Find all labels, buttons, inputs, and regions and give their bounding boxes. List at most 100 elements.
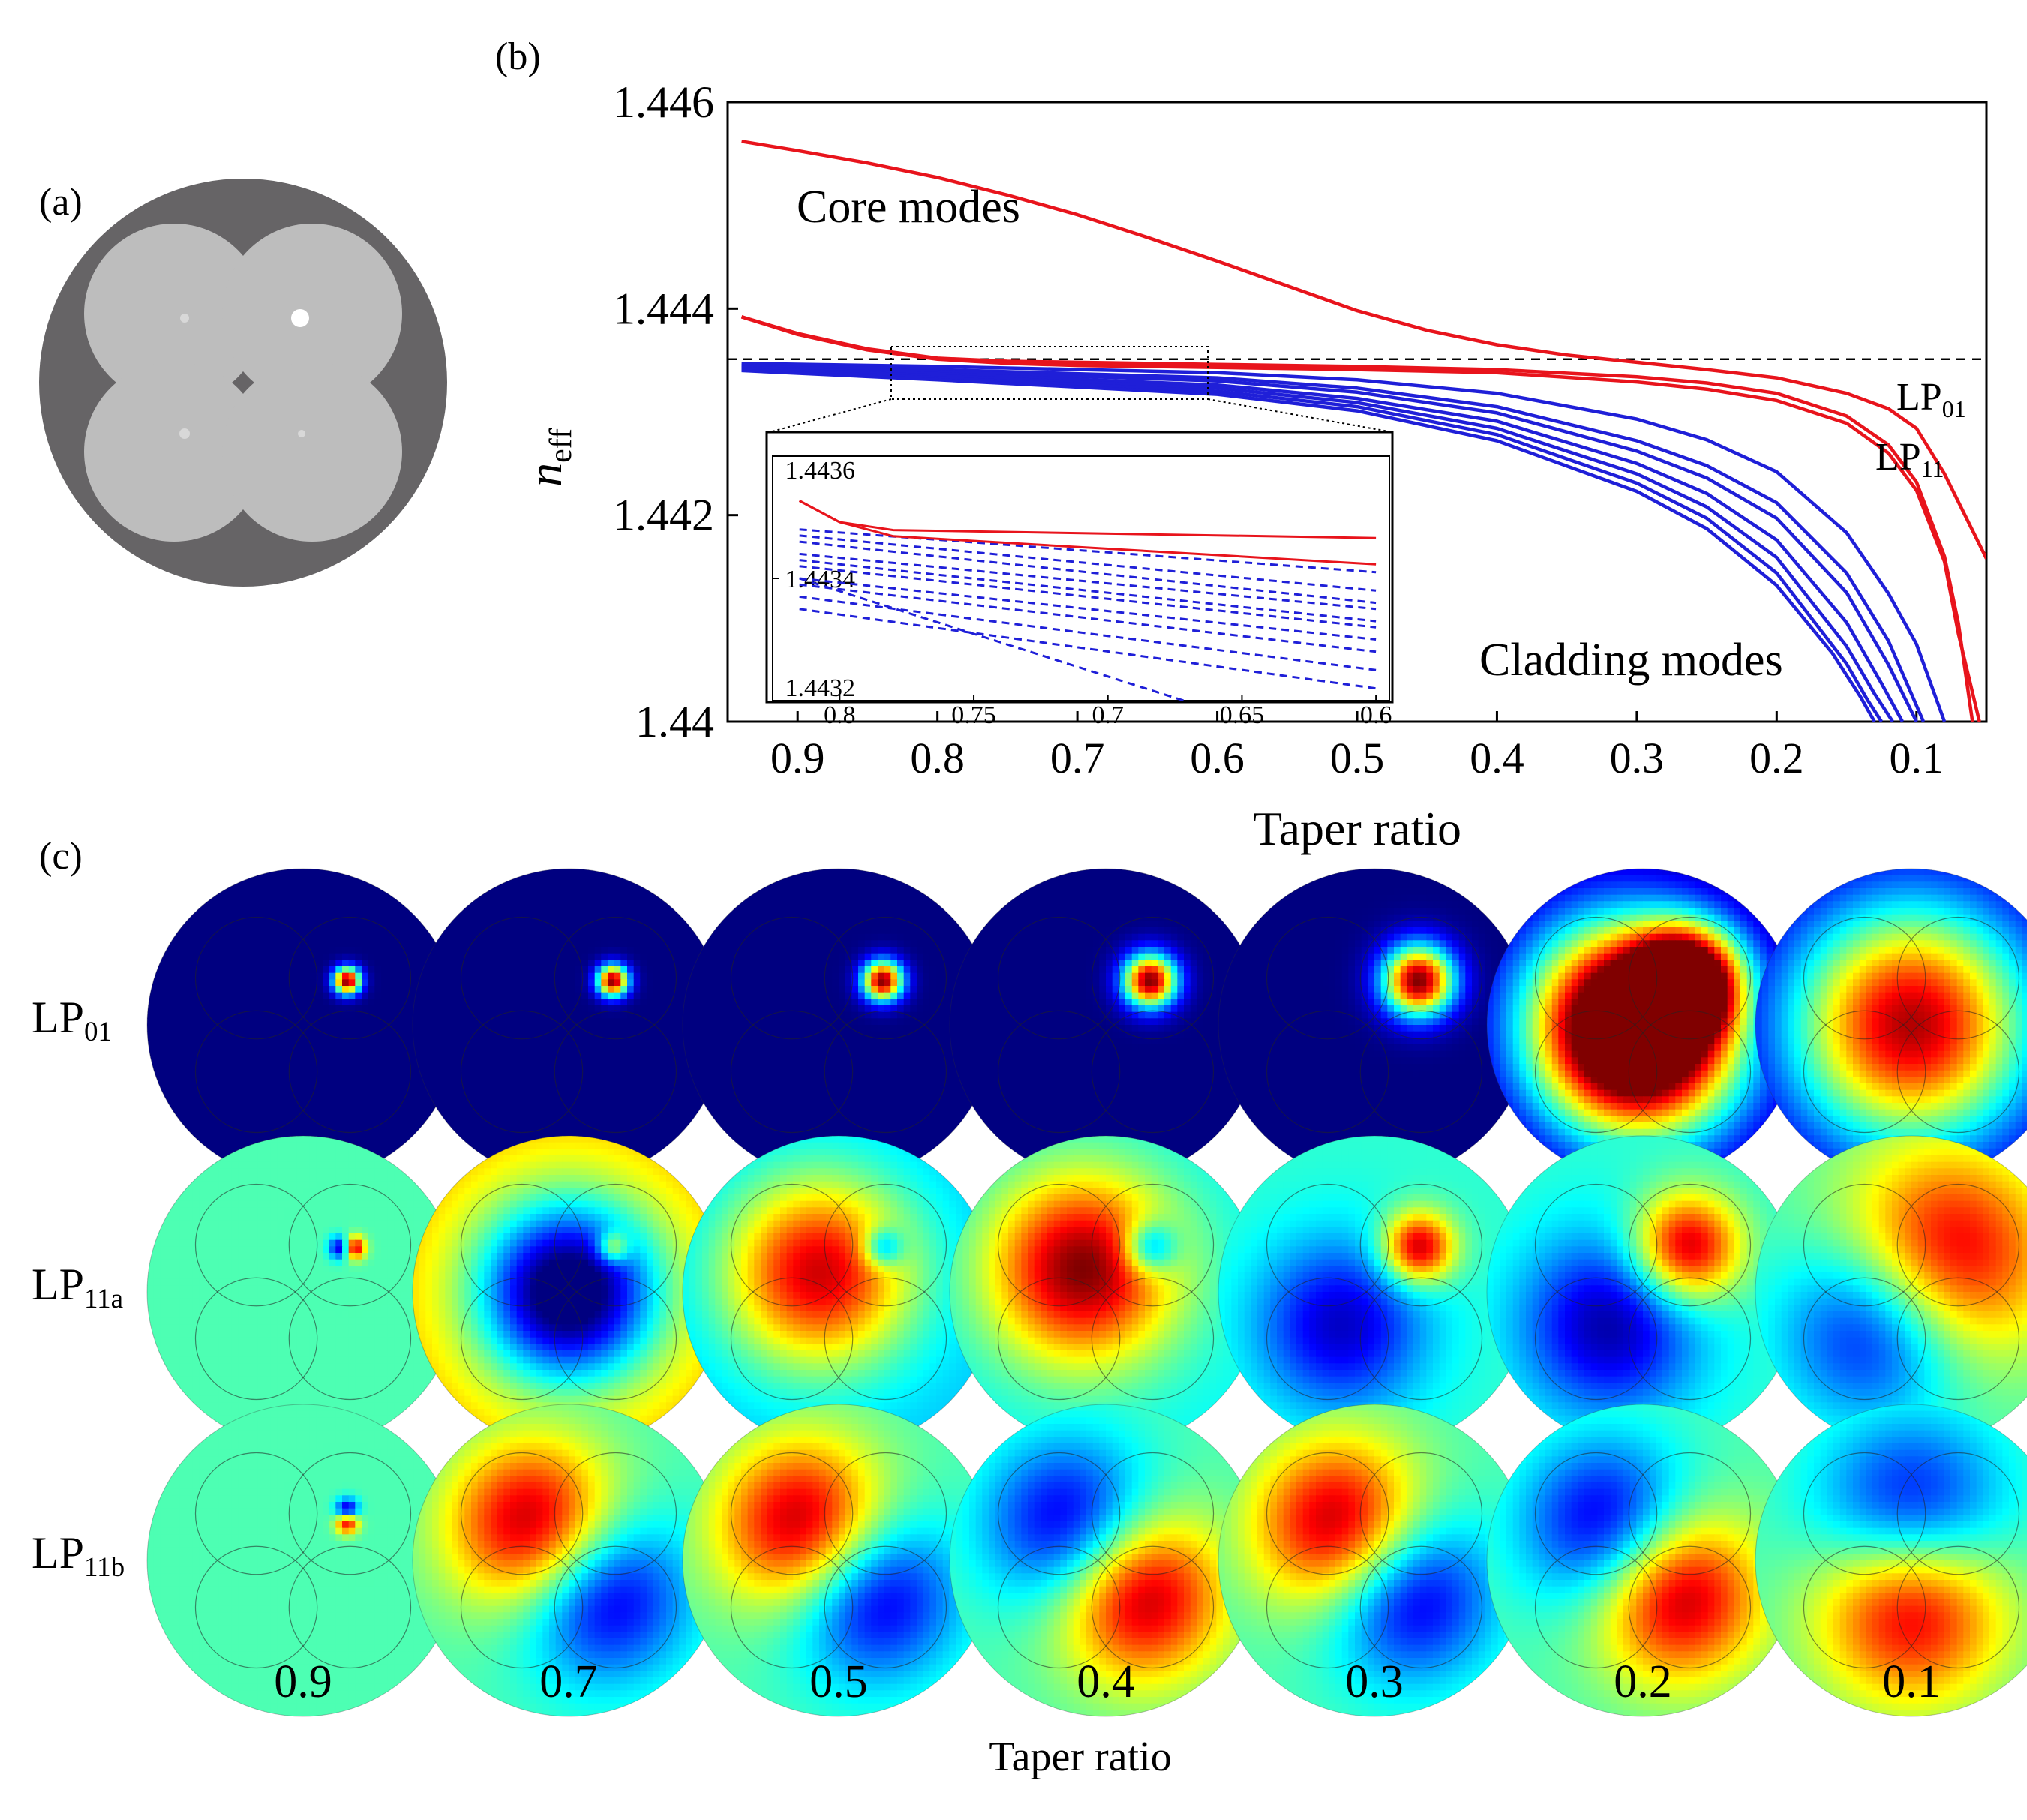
field-pixel <box>601 940 608 948</box>
field-pixel <box>329 1031 337 1039</box>
field-pixel <box>270 979 278 987</box>
field-pixel <box>722 999 729 1006</box>
field-pixel <box>659 940 667 948</box>
field-pixel <box>910 914 917 922</box>
field-pixel <box>503 927 511 935</box>
field-pixel <box>555 953 563 961</box>
field-pixel <box>858 881 866 889</box>
field-pixel <box>503 921 511 928</box>
field-pixel <box>542 894 550 902</box>
field-pixel <box>679 908 686 915</box>
field-pixel <box>942 1018 950 1026</box>
field-pixel <box>878 979 885 987</box>
field-pixel <box>620 940 628 948</box>
field-pixel <box>264 947 272 954</box>
field-pixel <box>858 921 866 928</box>
field-pixel <box>747 992 755 1000</box>
field-pixel <box>839 999 846 1006</box>
field-pixel <box>362 1122 369 1130</box>
field-pixel <box>329 1116 337 1123</box>
field-pixel <box>381 966 389 974</box>
field-pixel <box>569 1083 576 1091</box>
field-pixel <box>251 960 259 967</box>
field-pixel <box>923 1018 931 1026</box>
field-pixel <box>647 1142 654 1149</box>
field-pixel <box>401 960 408 967</box>
field-pixel <box>413 979 421 987</box>
field-pixel <box>640 1018 647 1026</box>
field-pixel <box>601 966 608 974</box>
field-pixel <box>510 1116 518 1123</box>
field-pixel <box>464 1089 472 1098</box>
field-pixel <box>257 1122 265 1130</box>
field-pixel <box>309 1057 317 1065</box>
field-pixel <box>160 1018 167 1026</box>
field-pixel <box>956 914 963 922</box>
field-pixel <box>316 1064 323 1071</box>
field-pixel <box>594 972 602 981</box>
field-pixel <box>620 1089 628 1098</box>
field-pixel <box>510 1044 518 1052</box>
field-pixel <box>569 1038 576 1045</box>
field-pixel <box>608 933 615 942</box>
field-pixel <box>153 1057 161 1065</box>
field-pixel <box>387 908 395 915</box>
field-pixel <box>581 1103 589 1110</box>
field-pixel <box>653 908 661 915</box>
field-pixel <box>549 1077 557 1084</box>
field-pixel <box>569 1031 576 1039</box>
field-pixel <box>303 1070 311 1078</box>
field-pixel <box>374 1128 382 1137</box>
field-pixel <box>407 1038 415 1045</box>
field-pixel <box>477 914 485 922</box>
field-pixel <box>471 1025 479 1032</box>
field-pixel <box>316 888 323 896</box>
field-pixel <box>179 1044 187 1052</box>
field-pixel <box>303 1038 311 1045</box>
field-pixel <box>348 1077 356 1084</box>
field-pixel <box>186 1089 194 1098</box>
field-pixel <box>323 1070 330 1078</box>
field-pixel <box>329 881 337 889</box>
field-pixel <box>387 901 395 908</box>
mode-field-lp01-0.7 <box>413 869 725 1181</box>
field-pixel <box>786 1018 794 1026</box>
field-pixel <box>477 972 485 981</box>
field-pixel <box>845 960 853 967</box>
field-pixel <box>179 947 187 954</box>
field-pixel <box>270 1050 278 1059</box>
field-pixel <box>231 921 239 928</box>
field-pixel <box>530 921 537 928</box>
field-pixel <box>503 1018 511 1026</box>
field-pixel <box>160 1050 167 1059</box>
field-pixel <box>845 1018 853 1026</box>
field-pixel <box>536 1044 544 1052</box>
field-pixel <box>452 1005 459 1013</box>
field-pixel <box>890 979 898 987</box>
field-pixel <box>666 1077 674 1084</box>
field-pixel <box>348 1050 356 1059</box>
field-pixel <box>296 979 304 987</box>
field-pixel <box>672 1044 680 1052</box>
field-pixel <box>464 940 472 948</box>
field-pixel <box>647 1096 654 1104</box>
field-pixel <box>374 1142 382 1149</box>
field-pixel <box>633 953 641 961</box>
field-pixel <box>238 888 245 896</box>
field-pixel <box>871 986 878 993</box>
field-pixel <box>381 1122 389 1130</box>
field-pixel <box>153 986 161 993</box>
field-pixel <box>659 953 667 961</box>
field-pixel <box>342 947 350 954</box>
x-tick-label: 0.4 <box>1470 734 1524 782</box>
field-pixel <box>303 875 311 883</box>
field-pixel <box>884 966 892 974</box>
field-pixel <box>754 881 761 889</box>
field-pixel <box>839 972 846 981</box>
field-pixel <box>708 992 716 1000</box>
field-pixel <box>491 1128 498 1137</box>
field-pixel <box>394 1044 401 1052</box>
field-pixel <box>425 1025 433 1032</box>
field-pixel <box>722 986 729 993</box>
field-pixel <box>212 979 220 987</box>
